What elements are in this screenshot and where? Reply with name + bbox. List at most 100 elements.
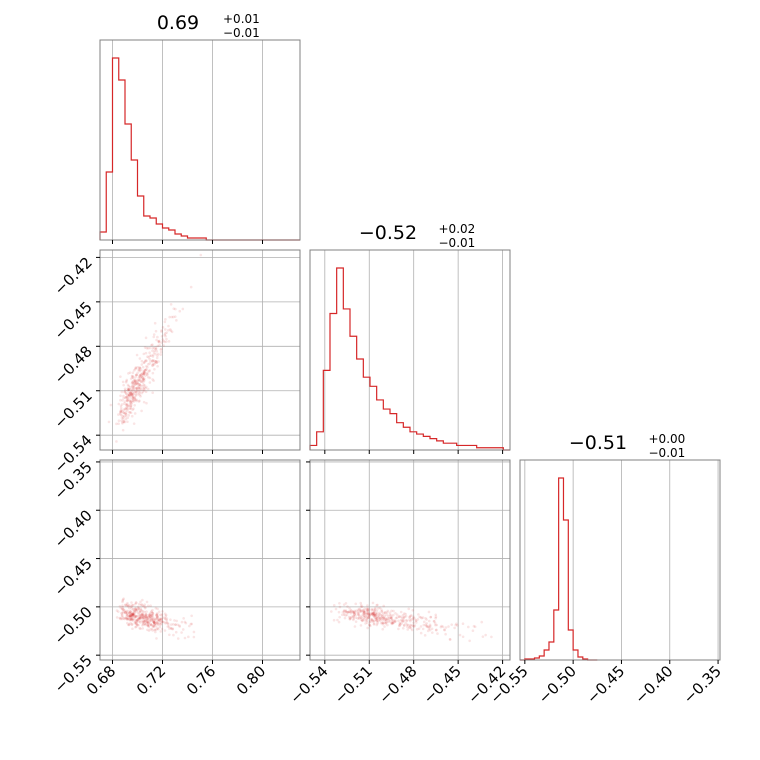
- scatter-point: [123, 390, 127, 394]
- scatter-point: [137, 389, 140, 393]
- scatter-point: [125, 612, 129, 615]
- scatter-point: [131, 617, 135, 621]
- scatter-point: [148, 357, 151, 361]
- scatter-point: [373, 608, 376, 612]
- scatter-point: [406, 628, 410, 631]
- scatter-point: [347, 610, 351, 613]
- scatter-point: [362, 614, 366, 617]
- scatter-point: [158, 343, 161, 347]
- scatter-point: [360, 616, 363, 620]
- scatter-point: [374, 614, 377, 617]
- scatter-point: [133, 617, 137, 621]
- scatter-point: [404, 621, 408, 625]
- scatter-point: [145, 615, 149, 619]
- scatter-point: [152, 621, 156, 625]
- scatter-point: [384, 618, 388, 621]
- scatter-point: [119, 412, 122, 416]
- scatter-point: [145, 368, 148, 371]
- scatter-point: [156, 626, 159, 630]
- scatter-point: [159, 353, 163, 356]
- scatter-point: [154, 613, 158, 617]
- scatter-point: [148, 381, 152, 384]
- scatter-point: [344, 601, 348, 605]
- scatter-point: [123, 415, 126, 418]
- scatter-point: [404, 612, 407, 616]
- scatter-point: [384, 616, 387, 620]
- scatter-point: [130, 390, 133, 393]
- scatter-point: [171, 627, 174, 631]
- scatter-point: [357, 612, 360, 616]
- scatter-point: [168, 315, 171, 319]
- scatter-point: [142, 617, 146, 620]
- scatter-point: [139, 384, 142, 387]
- scatter-point: [142, 620, 146, 623]
- scatter-point: [356, 610, 360, 613]
- scatter-point: [132, 380, 135, 383]
- scatter-point: [139, 603, 143, 607]
- scatter-point: [157, 340, 160, 343]
- scatter-point: [120, 611, 123, 615]
- scatter-point: [359, 609, 363, 612]
- scatter-point: [417, 627, 421, 630]
- scatter-point: [131, 371, 135, 375]
- scatter-point: [135, 623, 139, 627]
- scatter-point: [183, 636, 187, 640]
- scatter-point: [118, 616, 121, 620]
- scatter-point: [174, 623, 177, 626]
- scatter-point: [132, 388, 136, 392]
- scatter-point: [121, 607, 124, 611]
- scatter-point: [405, 618, 408, 622]
- scatter-point: [348, 606, 351, 610]
- scatter-point: [436, 632, 439, 635]
- scatter-point: [361, 608, 365, 612]
- scatter-point: [136, 371, 139, 375]
- scatter-point: [156, 607, 159, 611]
- scatter-point: [132, 614, 135, 617]
- scatter-point: [377, 615, 381, 619]
- scatter-point: [341, 610, 345, 614]
- scatter-point: [455, 622, 458, 626]
- scatter-point: [155, 612, 159, 615]
- scatter-point: [134, 607, 137, 611]
- scatter-point: [118, 604, 122, 608]
- scatter-point: [163, 629, 167, 632]
- scatter-point: [130, 392, 134, 395]
- scatter-point: [135, 379, 139, 382]
- scatter-point: [107, 420, 111, 424]
- scatter-point: [155, 338, 158, 342]
- scatter-point: [122, 597, 125, 600]
- scatter-point: [125, 406, 129, 409]
- scatter-point: [150, 627, 154, 631]
- scatter-point: [146, 618, 150, 621]
- scatter-point: [134, 398, 137, 402]
- scatter-point: [372, 623, 376, 626]
- scatter-point: [148, 613, 152, 616]
- scatter-point: [390, 617, 394, 621]
- scatter-point: [354, 602, 358, 606]
- scatter-point: [130, 402, 133, 406]
- scatter-point: [127, 388, 130, 391]
- scatter-point: [115, 440, 118, 443]
- scatter-point: [427, 625, 430, 629]
- scatter-point: [143, 371, 146, 374]
- scatter-point: [362, 616, 366, 619]
- scatter-point: [136, 611, 140, 614]
- scatter-point: [121, 380, 125, 384]
- scatter-point: [347, 610, 350, 614]
- scatter-point: [423, 634, 427, 637]
- scatter-point: [152, 363, 156, 366]
- scatter-point: [180, 620, 184, 624]
- scatter-point: [135, 622, 138, 625]
- scatter-point: [375, 615, 379, 619]
- scatter-point: [164, 614, 167, 618]
- scatter-point: [148, 354, 152, 358]
- scatter-point: [362, 612, 365, 616]
- scatter-point: [368, 615, 371, 618]
- x-tick-label: −0.50: [535, 662, 580, 707]
- scatter-point: [141, 376, 144, 379]
- scatter-points: [107, 253, 203, 443]
- scatter-point: [126, 416, 130, 420]
- scatter-point: [428, 625, 432, 629]
- x-tick-label: −0.45: [583, 662, 628, 707]
- scatter-point: [381, 618, 384, 622]
